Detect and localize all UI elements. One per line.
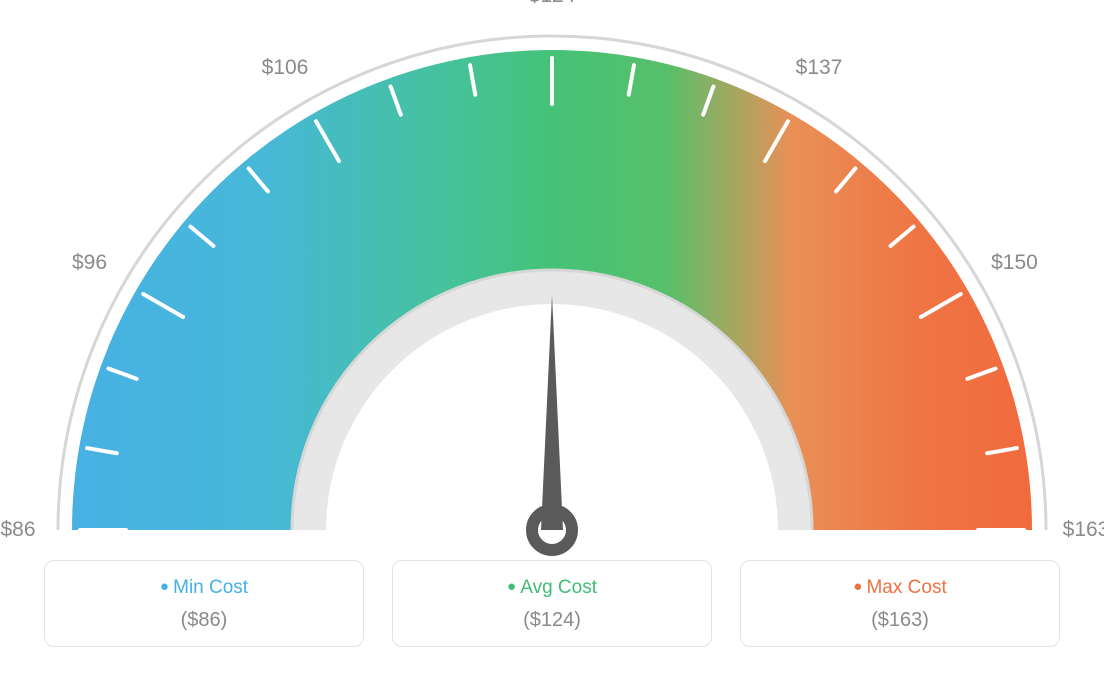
gauge-tick-label: $106	[262, 56, 309, 80]
legend-card-max: Max Cost ($163)	[740, 560, 1060, 647]
gauge-tick-label: $150	[991, 251, 1038, 275]
gauge-tick-label: $86	[0, 518, 35, 542]
gauge-tick-label: $96	[72, 251, 107, 275]
legend-avg-value: ($124)	[403, 609, 701, 632]
legend-min-value: ($86)	[55, 609, 353, 632]
legend-max-label: Max Cost	[751, 577, 1049, 599]
legend-min-label: Min Cost	[55, 577, 353, 599]
legend-max-value: ($163)	[751, 609, 1049, 632]
gauge-svg	[0, 0, 1104, 560]
gauge-tick-label: $163	[1063, 518, 1104, 542]
legend-card-avg: Avg Cost ($124)	[392, 560, 712, 647]
legend-row: Min Cost ($86) Avg Cost ($124) Max Cost …	[0, 560, 1104, 659]
gauge-chart: $86 $96 $106 $124 $137 $150 $163	[0, 0, 1104, 560]
gauge-tick-label: $137	[796, 56, 843, 80]
gauge-tick-label: $124	[529, 0, 576, 8]
legend-card-min: Min Cost ($86)	[44, 560, 364, 647]
legend-avg-label: Avg Cost	[403, 577, 701, 599]
